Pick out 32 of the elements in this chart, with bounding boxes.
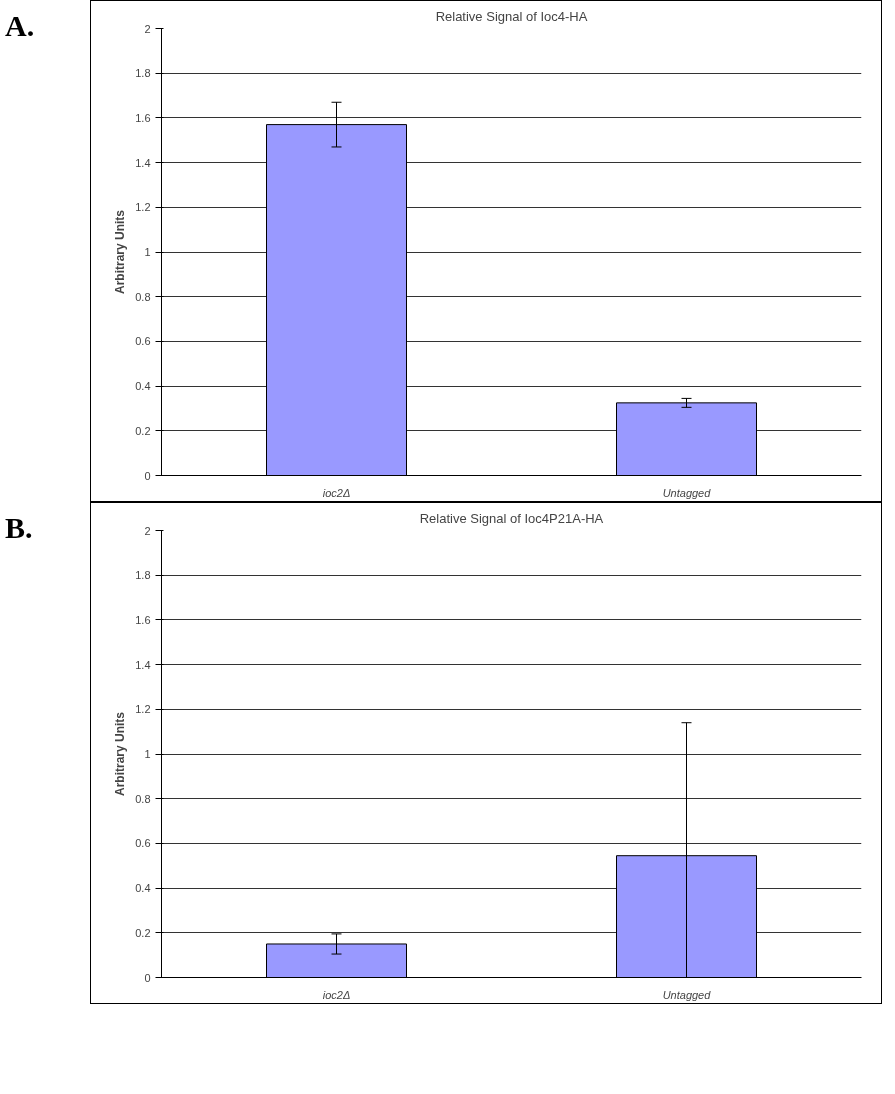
y-tick-label: 0.2 bbox=[135, 926, 151, 939]
y-tick-label: 0.6 bbox=[135, 837, 151, 850]
y-tick-label: 0 bbox=[144, 469, 151, 482]
y-tick-label: 1.6 bbox=[135, 111, 151, 124]
y-tick-label: 1.2 bbox=[135, 703, 151, 716]
x-tick-label: Untagged bbox=[662, 486, 712, 499]
y-tick-label: 1.8 bbox=[135, 569, 151, 582]
y-tick-label: 1.8 bbox=[135, 67, 151, 80]
y-tick-label: 2 bbox=[144, 22, 151, 35]
y-tick-label: 0.2 bbox=[135, 424, 151, 437]
y-axis-title: Arbitrary Units bbox=[113, 711, 128, 797]
y-tick-label: 0.4 bbox=[135, 380, 151, 393]
y-tick-label: 0.6 bbox=[135, 335, 151, 348]
x-tick-label: Untagged bbox=[662, 988, 712, 1001]
y-tick-label: 1.4 bbox=[135, 156, 151, 169]
y-tick-label: 0.8 bbox=[135, 290, 151, 303]
y-tick-label: 1.6 bbox=[135, 613, 151, 626]
y-tick-label: 1.2 bbox=[135, 201, 151, 214]
y-axis-title: Arbitrary Units bbox=[113, 209, 128, 295]
y-tick-label: 2 bbox=[144, 524, 151, 537]
y-tick-label: 0.4 bbox=[135, 882, 151, 895]
y-tick-label: 1 bbox=[144, 246, 151, 258]
x-tick-label: ioc2Δ bbox=[322, 988, 351, 1001]
chart-title: Relative Signal of Ioc4-HA bbox=[435, 8, 588, 24]
text: A. bbox=[5, 8, 35, 44]
y-tick-label: 0.8 bbox=[135, 792, 151, 805]
text: B. bbox=[5, 510, 33, 546]
x-tick-label: ioc2Δ bbox=[322, 486, 351, 499]
y-tick-label: 1.4 bbox=[135, 658, 151, 671]
y-tick-label: 0 bbox=[144, 971, 151, 984]
chart-title: Relative Signal of Ioc4P21A-HA bbox=[419, 510, 604, 526]
y-tick-label: 1 bbox=[144, 748, 151, 760]
